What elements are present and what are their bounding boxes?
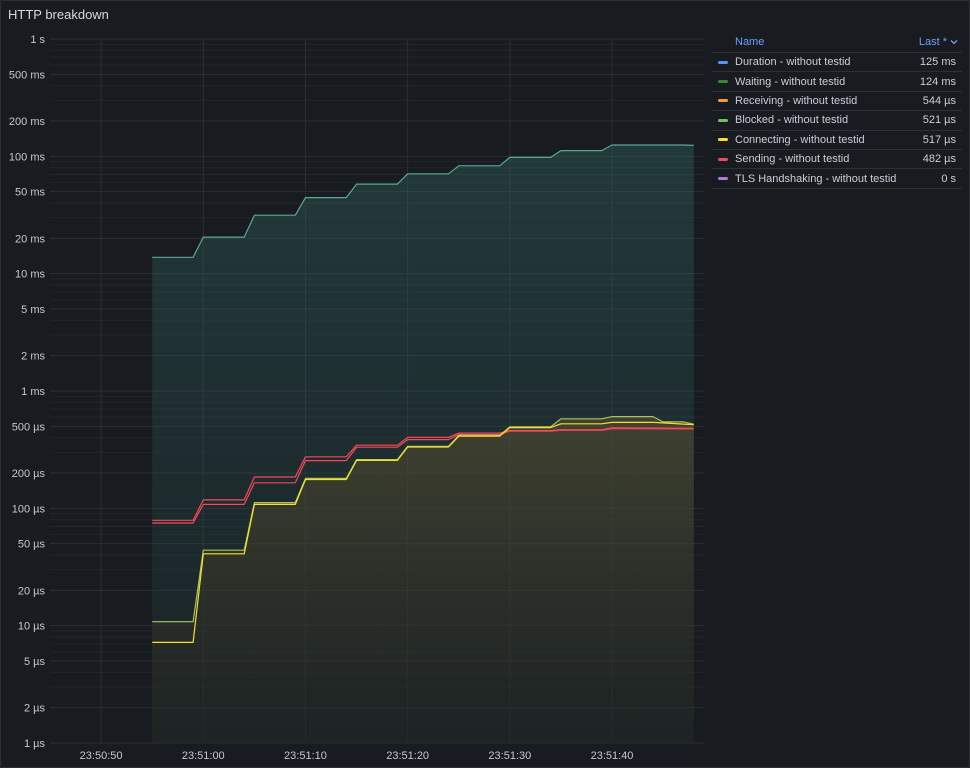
y-tick-label: 20 µs xyxy=(18,585,46,597)
x-tick-label: 23:51:00 xyxy=(182,750,225,762)
y-tick-label: 100 ms xyxy=(9,151,46,163)
legend-item-name: TLS Handshaking - without testid xyxy=(735,172,897,185)
y-tick-label: 1 s xyxy=(30,34,45,46)
y-tick-label: 50 µs xyxy=(18,539,46,551)
y-tick-label: 20 ms xyxy=(15,233,45,245)
x-tick-label: 23:50:50 xyxy=(80,750,123,762)
series-area xyxy=(152,416,694,743)
x-tick-label: 23:51:30 xyxy=(488,750,531,762)
y-tick-label: 50 ms xyxy=(15,187,45,199)
legend-item[interactable]: Duration - without testid 125 ms xyxy=(712,53,962,73)
legend-swatch xyxy=(718,118,728,122)
y-tick-label: 1 µs xyxy=(24,738,46,750)
legend-swatch xyxy=(718,138,728,142)
y-tick-label: 10 µs xyxy=(18,621,46,633)
legend-header: Name Last * xyxy=(712,32,962,53)
y-tick-label: 5 ms xyxy=(21,304,45,316)
x-tick-label: 23:51:20 xyxy=(386,750,429,762)
legend-item[interactable]: TLS Handshaking - without testid 0 s xyxy=(712,169,962,189)
legend-item-name: Connecting - without testid xyxy=(735,133,865,146)
y-tick-label: 200 ms xyxy=(9,116,46,128)
legend-item-name: Waiting - without testid xyxy=(735,75,846,88)
legend-item[interactable]: Connecting - without testid 517 µs xyxy=(712,131,962,150)
y-tick-label: 2 ms xyxy=(21,351,45,363)
x-tick-label: 23:51:10 xyxy=(284,750,327,762)
legend-item-value: 521 µs xyxy=(922,114,956,127)
legend-swatch xyxy=(718,99,728,103)
legend-item-value: 0 s xyxy=(941,172,956,185)
y-tick-label: 500 ms xyxy=(9,69,46,81)
panel-title: HTTP breakdown xyxy=(8,7,109,22)
y-tick-label: 5 µs xyxy=(24,656,46,668)
y-tick-label: 10 ms xyxy=(15,269,45,281)
legend-swatch xyxy=(718,177,728,181)
legend-item[interactable]: Sending - without testid 482 µs xyxy=(712,150,962,170)
series-line xyxy=(152,144,694,258)
legend-value-header[interactable]: Last * xyxy=(918,36,947,48)
legend-item-value: 125 ms xyxy=(919,56,956,69)
legend-item-value: 124 ms xyxy=(919,75,956,88)
x-tick-label: 23:51:40 xyxy=(591,750,634,762)
legend-item-name: Blocked - without testid xyxy=(735,114,849,127)
y-tick-label: 500 µs xyxy=(12,421,46,433)
y-tick-label: 200 µs xyxy=(12,468,46,480)
legend-item[interactable]: Receiving - without testid 544 µs xyxy=(712,92,962,112)
legend-item-value: 482 µs xyxy=(922,153,956,166)
legend-item-name: Receiving - without testid xyxy=(735,94,858,107)
legend-swatch xyxy=(718,80,728,84)
y-tick-label: 100 µs xyxy=(12,503,46,515)
legend-table: Name Last * Duration - without testid 125… xyxy=(712,32,962,189)
legend-swatch xyxy=(718,60,728,64)
chevron-down-icon xyxy=(950,40,958,45)
y-tick-label: 1 ms xyxy=(21,386,45,398)
legend-sort-header[interactable]: Last * xyxy=(919,36,958,48)
legend-swatch xyxy=(718,157,728,161)
legend-item-name: Duration - without testid xyxy=(735,56,851,69)
y-tick-label: 2 µs xyxy=(24,703,46,715)
legend-item-value: 517 µs xyxy=(922,133,956,146)
series-line xyxy=(152,428,694,524)
legend-item-name: Sending - without testid xyxy=(735,153,850,166)
series-lines xyxy=(152,144,694,643)
legend-item[interactable]: Blocked - without testid 521 µs xyxy=(712,111,962,131)
legend-name-header[interactable]: Name xyxy=(735,36,765,48)
legend-item-value: 544 µs xyxy=(922,94,956,107)
series-line xyxy=(152,421,694,643)
legend-item[interactable]: Waiting - without testid 124 ms xyxy=(712,72,962,92)
series-areas xyxy=(152,145,694,743)
